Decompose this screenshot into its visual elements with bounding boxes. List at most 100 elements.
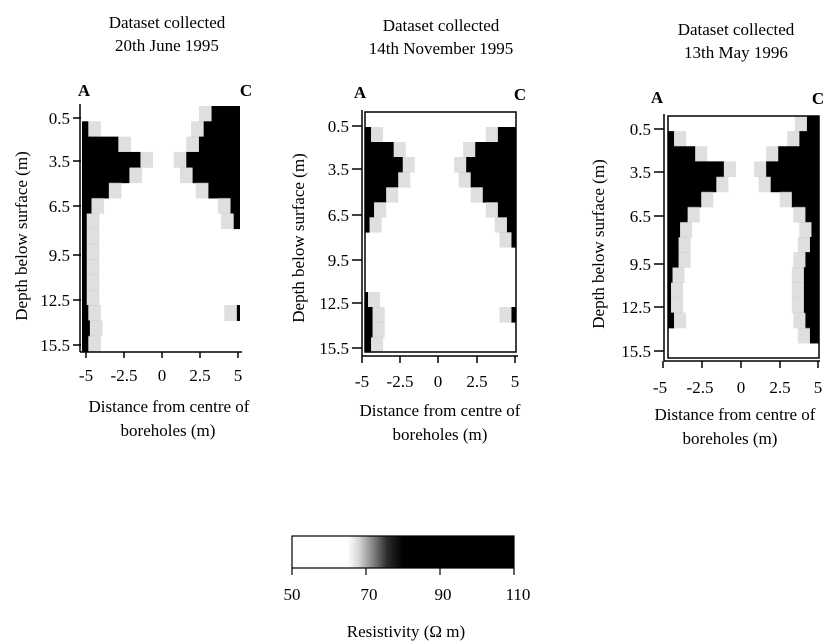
low-resistivity-fringe — [86, 289, 100, 306]
high-resistivity-cell — [799, 131, 819, 147]
x-tick-label: 5 — [814, 378, 823, 397]
y-axis-label: Depth below surface (m) — [12, 151, 31, 320]
low-resistivity-fringe — [674, 312, 687, 329]
low-resistivity-fringe — [108, 182, 122, 199]
high-resistivity-cell — [365, 322, 373, 338]
high-resistivity-cell — [809, 237, 819, 253]
y-axis-ticks: 0.5 3.5 6.5 9.5 12.5 15.5 — [40, 109, 81, 355]
low-resistivity-fringe — [224, 305, 237, 321]
x-tick-label: -5 — [355, 372, 369, 391]
high-resistivity-cell — [809, 327, 819, 344]
panel-title-line1: Dataset collected — [678, 20, 795, 39]
low-resistivity-fringe — [793, 206, 806, 223]
y-axis-ticks: 0.5 3.5 6.5 9.5 12.5 15.5 — [319, 117, 362, 358]
low-resistivity-fringe — [779, 191, 792, 208]
high-resistivity-cell — [668, 297, 672, 314]
low-resistivity-fringe — [674, 131, 687, 147]
x-tick-label: 5 — [511, 372, 520, 391]
high-resistivity-cell — [82, 259, 87, 276]
low-resistivity-fringe — [485, 127, 498, 143]
high-resistivity-cell — [82, 243, 87, 260]
high-resistivity-cell — [511, 232, 516, 248]
high-resistivity-cell — [365, 217, 370, 233]
panel-may-1996: Dataset collected 13th May 1996 A C 0.5 … — [589, 20, 824, 448]
low-resistivity-fringe — [454, 157, 467, 173]
high-resistivity-cell — [668, 161, 724, 178]
low-resistivity-fringe — [386, 187, 399, 203]
low-resistivity-fringe — [217, 197, 231, 214]
plot-frame — [667, 115, 820, 359]
x-axis-label-line1: Distance from centre of — [655, 405, 816, 424]
y-axis-ticks: 0.5 3.5 6.5 9.5 12.5 15.5 — [621, 120, 664, 361]
y-tick-label: 9.5 — [49, 246, 70, 265]
low-resistivity-fringe — [678, 252, 691, 268]
low-resistivity-fringe — [723, 161, 736, 178]
low-resistivity-fringe — [372, 322, 385, 338]
high-resistivity-cell — [365, 142, 394, 158]
high-resistivity-cell — [766, 161, 819, 178]
x-axis-ticks: -5 -2.5 0 2.5 5 — [79, 352, 242, 385]
high-resistivity-cell — [82, 320, 90, 337]
high-resistivity-cell — [365, 337, 372, 353]
low-resistivity-fringe — [118, 136, 131, 153]
high-resistivity-cell — [470, 172, 516, 188]
high-resistivity-cell — [668, 252, 679, 268]
y-tick-label: 0.5 — [630, 120, 651, 139]
high-resistivity-cell — [211, 106, 240, 122]
high-resistivity-cell — [82, 167, 130, 184]
corner-label-left: A — [354, 83, 367, 102]
high-resistivity-cell — [803, 267, 819, 283]
low-resistivity-fringe — [791, 282, 804, 299]
low-resistivity-fringe — [754, 161, 767, 178]
low-resistivity-fringe — [221, 213, 234, 230]
high-resistivity-cell — [365, 307, 373, 323]
high-resistivity-cell — [497, 202, 516, 218]
high-resistivity-cell — [511, 307, 516, 323]
high-resistivity-cell — [82, 305, 89, 321]
corner-label-right: C — [514, 85, 526, 104]
y-tick-label: 15.5 — [621, 342, 651, 361]
high-resistivity-cell — [198, 136, 240, 153]
x-axis-label-line1: Distance from centre of — [360, 401, 521, 420]
low-resistivity-fringe — [191, 121, 204, 138]
colorbar-tick-label: 110 — [506, 585, 531, 604]
low-resistivity-fringe — [758, 176, 771, 193]
x-tick-label: -5 — [79, 366, 93, 385]
y-tick-label: 0.5 — [49, 109, 70, 128]
panel-title-line1: Dataset collected — [109, 13, 226, 32]
low-resistivity-fringe — [368, 292, 381, 308]
panel-title-line2: 13th May 1996 — [684, 43, 788, 62]
high-resistivity-cell — [668, 176, 717, 193]
low-resistivity-fringe — [186, 136, 199, 153]
high-resistivity-cell — [365, 292, 369, 308]
high-resistivity-cell — [365, 127, 372, 143]
high-resistivity-cell — [82, 121, 89, 138]
x-tick-label: -2.5 — [387, 372, 414, 391]
low-resistivity-fringe — [799, 221, 812, 238]
plot-frame — [364, 111, 517, 353]
low-resistivity-fringe — [369, 217, 382, 233]
x-tick-label: 0 — [158, 366, 167, 385]
high-resistivity-cell — [233, 213, 240, 230]
low-resistivity-fringe — [371, 127, 384, 143]
x-tick-label: 0 — [434, 372, 443, 391]
low-resistivity-fringe — [458, 172, 471, 188]
low-resistivity-fringe — [402, 157, 415, 173]
low-resistivity-fringe — [766, 146, 779, 162]
low-resistivity-fringe — [198, 106, 212, 122]
high-resistivity-cell — [236, 305, 240, 321]
x-tick-label: -2.5 — [111, 366, 138, 385]
high-resistivity-cell — [230, 197, 240, 214]
low-resistivity-fringe — [372, 307, 385, 323]
high-resistivity-cell — [82, 213, 87, 230]
low-resistivity-fringe — [195, 182, 209, 199]
y-axis-label: Depth below surface (m) — [589, 159, 608, 328]
x-tick-label: 2.5 — [189, 366, 210, 385]
low-resistivity-fringe — [695, 146, 708, 162]
high-resistivity-cell — [82, 136, 119, 153]
high-resistivity-cell — [805, 312, 819, 329]
colorbar-gradient — [291, 535, 515, 569]
high-resistivity-cell — [803, 282, 819, 299]
high-resistivity-cell — [805, 252, 819, 268]
